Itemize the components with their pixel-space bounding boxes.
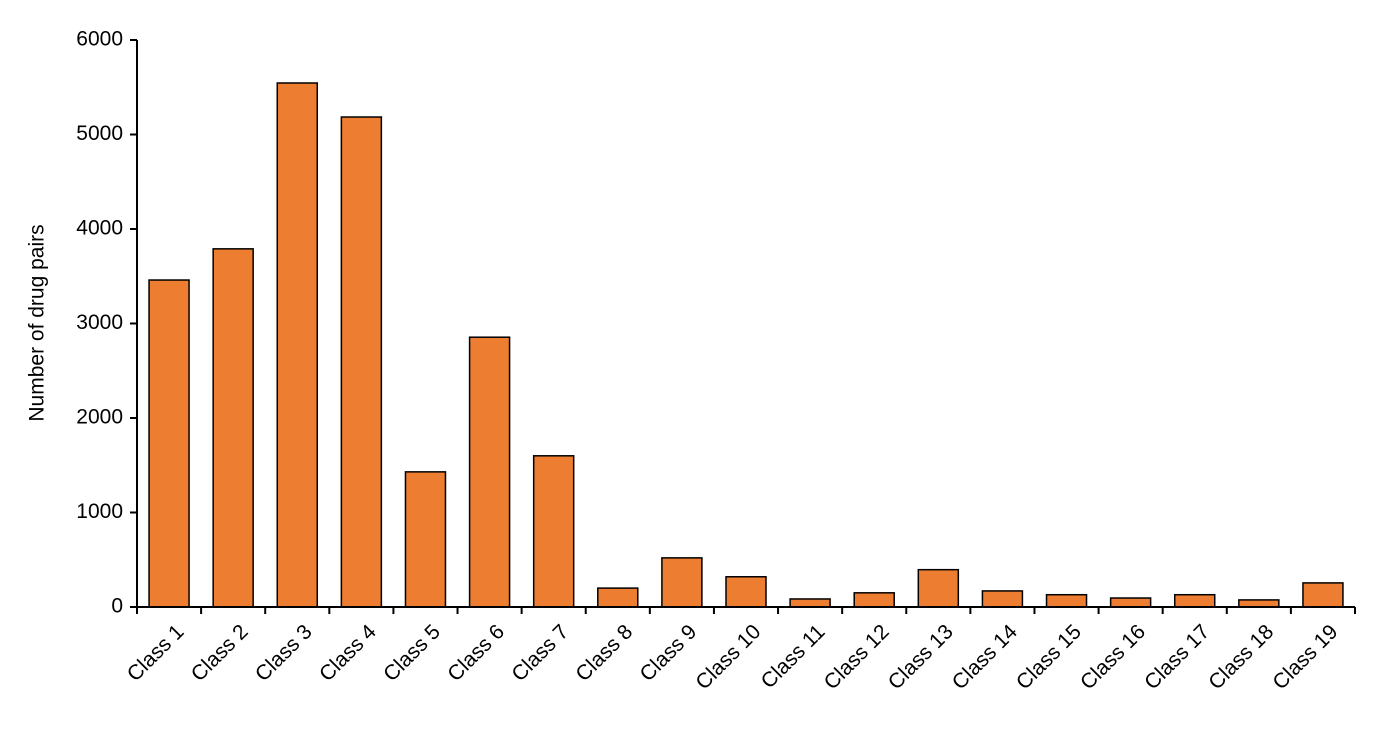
y-tick-label: 5000 [76,122,123,145]
x-tick-label: Class 3 [251,620,317,686]
bar [340,116,383,608]
x-tick-label: Class 14 [948,620,1022,694]
bar [1302,582,1344,608]
bar [468,336,511,608]
x-tick-label: Class 18 [1204,620,1278,694]
x-tick-label: Class 1 [123,620,189,686]
x-tick-label: Class 12 [820,620,894,694]
x-tick-label: Class 16 [1076,620,1150,694]
x-tick-label: Class 19 [1268,620,1342,694]
y-tick-label: 3000 [76,311,123,334]
bar [917,568,960,608]
x-tick-label: Class 9 [636,620,702,686]
bar [212,248,254,608]
x-tick-label: Class 17 [1140,620,1214,694]
bar [1173,593,1216,608]
y-tick-label: 0 [111,595,123,618]
x-tick-label: Class 8 [571,620,637,686]
bar [725,576,767,608]
x-tick-label: Class 11 [757,620,830,693]
y-tick-label: 2000 [76,406,123,429]
x-tick-label: Class 4 [315,620,381,686]
bar [1109,597,1152,608]
x-tick-label: Class 7 [507,620,573,686]
y-axis-title: Number of drug pairs [26,224,49,421]
x-tick-label: Class 2 [187,620,253,686]
bar [853,592,895,608]
bar [597,587,639,608]
x-tick-label: Class 15 [1012,620,1086,694]
bar [404,471,447,608]
bar [276,82,319,608]
bar [148,279,190,608]
bar [789,598,831,608]
bar [1045,593,1088,608]
x-tick-label: Class 13 [884,620,958,694]
y-tick-label: 6000 [76,28,123,51]
bar [661,557,703,608]
bar [532,455,575,608]
x-tick-label: Class 10 [691,620,765,694]
bar [981,590,1024,608]
y-tick-label: 4000 [76,217,123,240]
x-tick-label: Class 6 [443,620,509,686]
bar [1238,599,1280,608]
y-tick-label: 1000 [76,500,123,523]
x-tick-label: Class 5 [379,620,445,686]
